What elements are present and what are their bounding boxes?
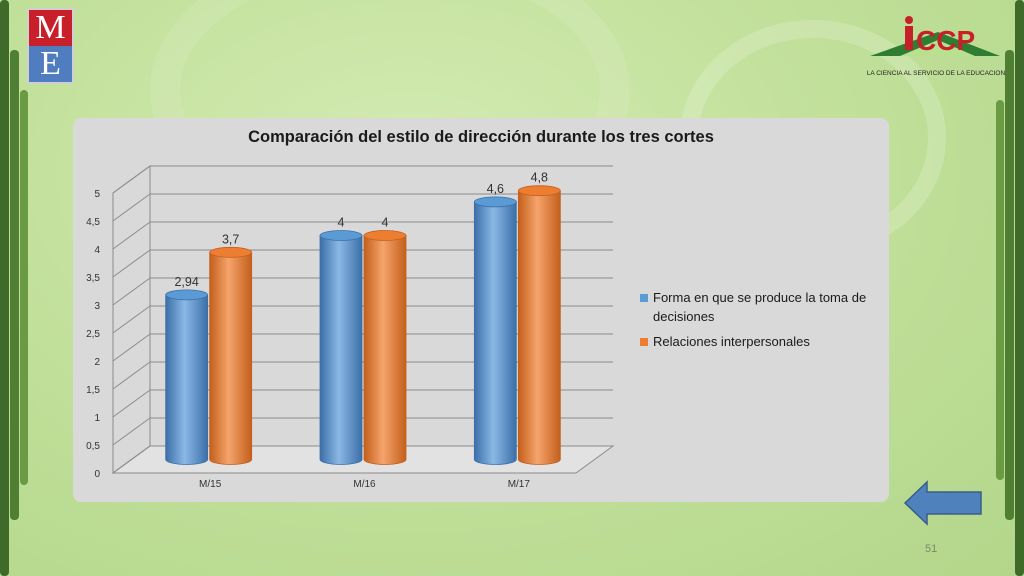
right-decor-stripe [1015, 0, 1024, 576]
right-decor-stripe [996, 100, 1004, 480]
bar-top [319, 230, 363, 241]
gridline-diagonal [112, 193, 151, 222]
legend-label: Forma en que se produce la toma de decis… [653, 290, 867, 324]
bar-top [473, 196, 517, 208]
left-decor-stripe [0, 0, 9, 576]
y-tick-label: 4,5 [86, 217, 100, 228]
iccp-i-stem [905, 26, 913, 50]
legend-label: Relaciones interpersonales [653, 334, 810, 349]
legend-swatch-blue [640, 294, 648, 302]
gridline-diagonal [112, 445, 151, 474]
gridline-diagonal [112, 165, 151, 194]
chart-title: Comparación del estilo de dirección dura… [248, 128, 714, 146]
gridline-diagonal [112, 249, 151, 278]
gridline-diagonal [112, 417, 151, 446]
iccp-roof-inner [900, 40, 975, 56]
bar-top [209, 246, 253, 258]
legend-swatch-orange [640, 338, 648, 346]
data-label: 4 [338, 216, 345, 230]
data-label: 4,8 [531, 171, 548, 185]
chart-legend: Forma en que se produce la toma de decis… [640, 288, 890, 357]
bar-chart: 0 0,5 1 1,5 2 2,5 3 3,5 4 4,5 5 M/15 2,94 3,7 M/16 4 4 M/… [86, 165, 615, 490]
legend-item: Relaciones interpersonales [640, 332, 890, 351]
data-label: 3,7 [222, 232, 239, 246]
iccp-logo: CCP [870, 16, 1000, 56]
iccp-tagline: LA CIENCIA AL SERVICIO DE LA EDUCACION [866, 70, 1006, 77]
y-tick-label: 2 [94, 357, 100, 368]
y-tick-label: 0,5 [86, 441, 100, 452]
me-logo: M E [27, 8, 74, 84]
y-tick-label: 3 [94, 301, 100, 312]
y-tick-label: 5 [94, 189, 100, 200]
bar-relaciones [517, 190, 561, 465]
y-tick-label: 1 [94, 413, 100, 424]
logo-letter-m: M [29, 10, 72, 46]
gridline-diagonal [112, 305, 151, 334]
y-tick-label: 4 [94, 245, 100, 256]
bar-decisiones [319, 235, 363, 465]
bar-relaciones [363, 235, 407, 465]
back-arrow-icon[interactable] [903, 480, 983, 526]
bar-decisiones [165, 294, 209, 465]
gridline-diagonal [112, 389, 151, 418]
y-tick-label: 3,5 [86, 273, 100, 284]
logo-letter-e: E [29, 46, 72, 82]
bar-decisiones [473, 201, 517, 465]
bar-top [517, 185, 561, 197]
right-decor-stripe [1005, 50, 1014, 520]
gridline-diagonal [112, 221, 151, 250]
gridline-diagonal [112, 277, 151, 306]
left-decor-stripe [10, 50, 19, 520]
gridline-diagonal [112, 361, 151, 390]
page-number: 51 [925, 543, 938, 555]
y-tick-label: 2,5 [86, 329, 100, 340]
data-label: 4 [382, 216, 389, 230]
x-tick-label: M/16 [353, 479, 376, 490]
x-tick-label: M/17 [508, 479, 531, 490]
y-tick-label: 1,5 [86, 385, 100, 396]
data-label: 2,94 [174, 275, 198, 289]
left-decor-stripe [20, 90, 28, 485]
bar-top [363, 230, 407, 241]
data-label: 4,6 [487, 182, 504, 196]
y-tick-label: 0 [94, 469, 100, 480]
bar-top [165, 289, 209, 301]
x-tick-label: M/15 [199, 479, 222, 490]
legend-item: Forma en que se produce la toma de decis… [640, 288, 890, 326]
chart-panel: Comparación del estilo de dirección dura… [73, 118, 889, 502]
gridline-diagonal [112, 333, 151, 362]
bar-relaciones [209, 251, 253, 465]
iccp-letters: CCP [916, 25, 975, 56]
iccp-i-dot [905, 16, 913, 24]
